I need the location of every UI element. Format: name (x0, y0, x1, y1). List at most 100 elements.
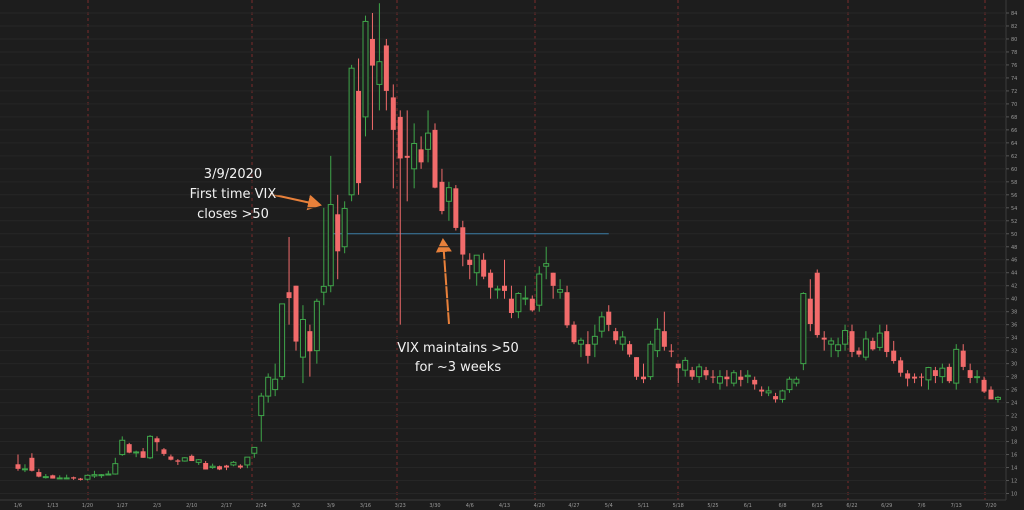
candle-body (835, 344, 842, 352)
candle-body (779, 390, 786, 400)
y-tick-label: 22 (1011, 414, 1017, 420)
candle-body (460, 227, 466, 255)
candle-body (71, 477, 77, 479)
candle-body (557, 289, 564, 293)
candle-body (619, 336, 626, 345)
x-tick-label: 3/30 (429, 503, 440, 509)
candle-body (786, 378, 793, 391)
candle-body (793, 378, 800, 384)
y-tick-label: 10 (1011, 492, 1017, 498)
candle-body (814, 272, 820, 336)
x-tick-label: 3/16 (360, 503, 371, 509)
candle-body (56, 477, 63, 480)
candle-body (571, 324, 577, 343)
x-tick-label: 2/10 (186, 503, 197, 509)
annotation: 3/9/2020 First time VIX closes >50 (190, 167, 277, 222)
candle-body (932, 370, 938, 376)
candle-body (418, 149, 424, 163)
x-tick-label: 5/11 (638, 503, 649, 509)
y-tick-label: 28 (1011, 375, 1017, 381)
candle-body (78, 478, 84, 480)
candle-body (29, 457, 35, 471)
candle-body (862, 338, 869, 358)
y-tick-label: 34 (1011, 336, 1017, 342)
candle-body (988, 389, 994, 400)
candle-body (105, 473, 112, 476)
y-tick-label: 12 (1011, 479, 1017, 485)
candle-body (967, 370, 973, 378)
y-tick-label: 30 (1011, 362, 1017, 368)
annotation-text: closes >50 (197, 207, 269, 222)
candle-body (912, 376, 918, 379)
x-tick-label: 1/20 (82, 503, 93, 509)
candle-body (730, 372, 737, 384)
x-tick-label: 2/17 (221, 503, 232, 509)
candle-body (675, 363, 681, 369)
y-tick-label: 70 (1011, 102, 1017, 108)
candle-body (203, 462, 209, 470)
candle-body (42, 476, 49, 479)
y-tick-label: 62 (1011, 154, 1017, 160)
y-tick-label: 64 (1011, 141, 1017, 147)
x-tick-label: 6/29 (881, 503, 892, 509)
candle-body (494, 288, 501, 291)
candle-body (244, 456, 251, 466)
month-separators (87, 0, 986, 500)
y-tick-label: 82 (1011, 24, 1017, 30)
candle-body (348, 67, 355, 196)
x-tick-label: 4/6 (466, 503, 474, 509)
x-tick-label: 3/2 (292, 503, 300, 509)
candle-body (591, 335, 598, 345)
candle-body (112, 463, 119, 475)
x-tick-label: 4/13 (499, 503, 510, 509)
candle-body (286, 292, 292, 299)
candle-body (307, 331, 313, 352)
candle-body (515, 293, 522, 313)
candle-body (946, 366, 952, 382)
y-tick-label: 24 (1011, 401, 1017, 407)
candle-body (821, 337, 827, 340)
y-tick-label: 36 (1011, 323, 1017, 329)
candle-body (84, 474, 91, 480)
candle-body (50, 475, 56, 479)
y-tick-label: 84 (1011, 11, 1017, 17)
candle-body (63, 477, 70, 480)
candle-body (919, 376, 924, 378)
y-tick-label: 72 (1011, 89, 1017, 95)
candle-body (327, 204, 334, 287)
x-tick-label: 1/27 (117, 503, 128, 509)
candle-body (738, 376, 744, 380)
candle-body (21, 468, 28, 471)
candle-body (898, 360, 904, 373)
candle-body (432, 129, 438, 188)
candle-body (126, 444, 132, 453)
candle-body (654, 328, 661, 352)
candle-body (606, 311, 612, 325)
candle-body (598, 316, 605, 332)
candle-body (293, 285, 299, 342)
candle-body (689, 370, 695, 377)
candle-body (15, 464, 21, 469)
candle-body (133, 451, 140, 454)
candle-body (473, 254, 480, 274)
candle-body (189, 455, 195, 462)
candle-body (522, 297, 529, 300)
candle-body (696, 366, 703, 378)
candle-body (939, 367, 946, 378)
candle-body (536, 273, 543, 306)
candle-body (502, 285, 507, 291)
candle-body (716, 376, 723, 384)
candle-body (884, 331, 890, 352)
candle-body (376, 61, 383, 85)
y-tick-label: 56 (1011, 193, 1017, 199)
candle-body (224, 465, 229, 468)
y-tick-label: 48 (1011, 245, 1017, 251)
candle-body (488, 272, 494, 288)
candle-body (613, 331, 619, 341)
candle-body (870, 340, 876, 350)
y-tick-label: 78 (1011, 50, 1017, 56)
candle-body (265, 376, 272, 397)
candle-body (585, 344, 591, 356)
candle-body (842, 330, 849, 345)
